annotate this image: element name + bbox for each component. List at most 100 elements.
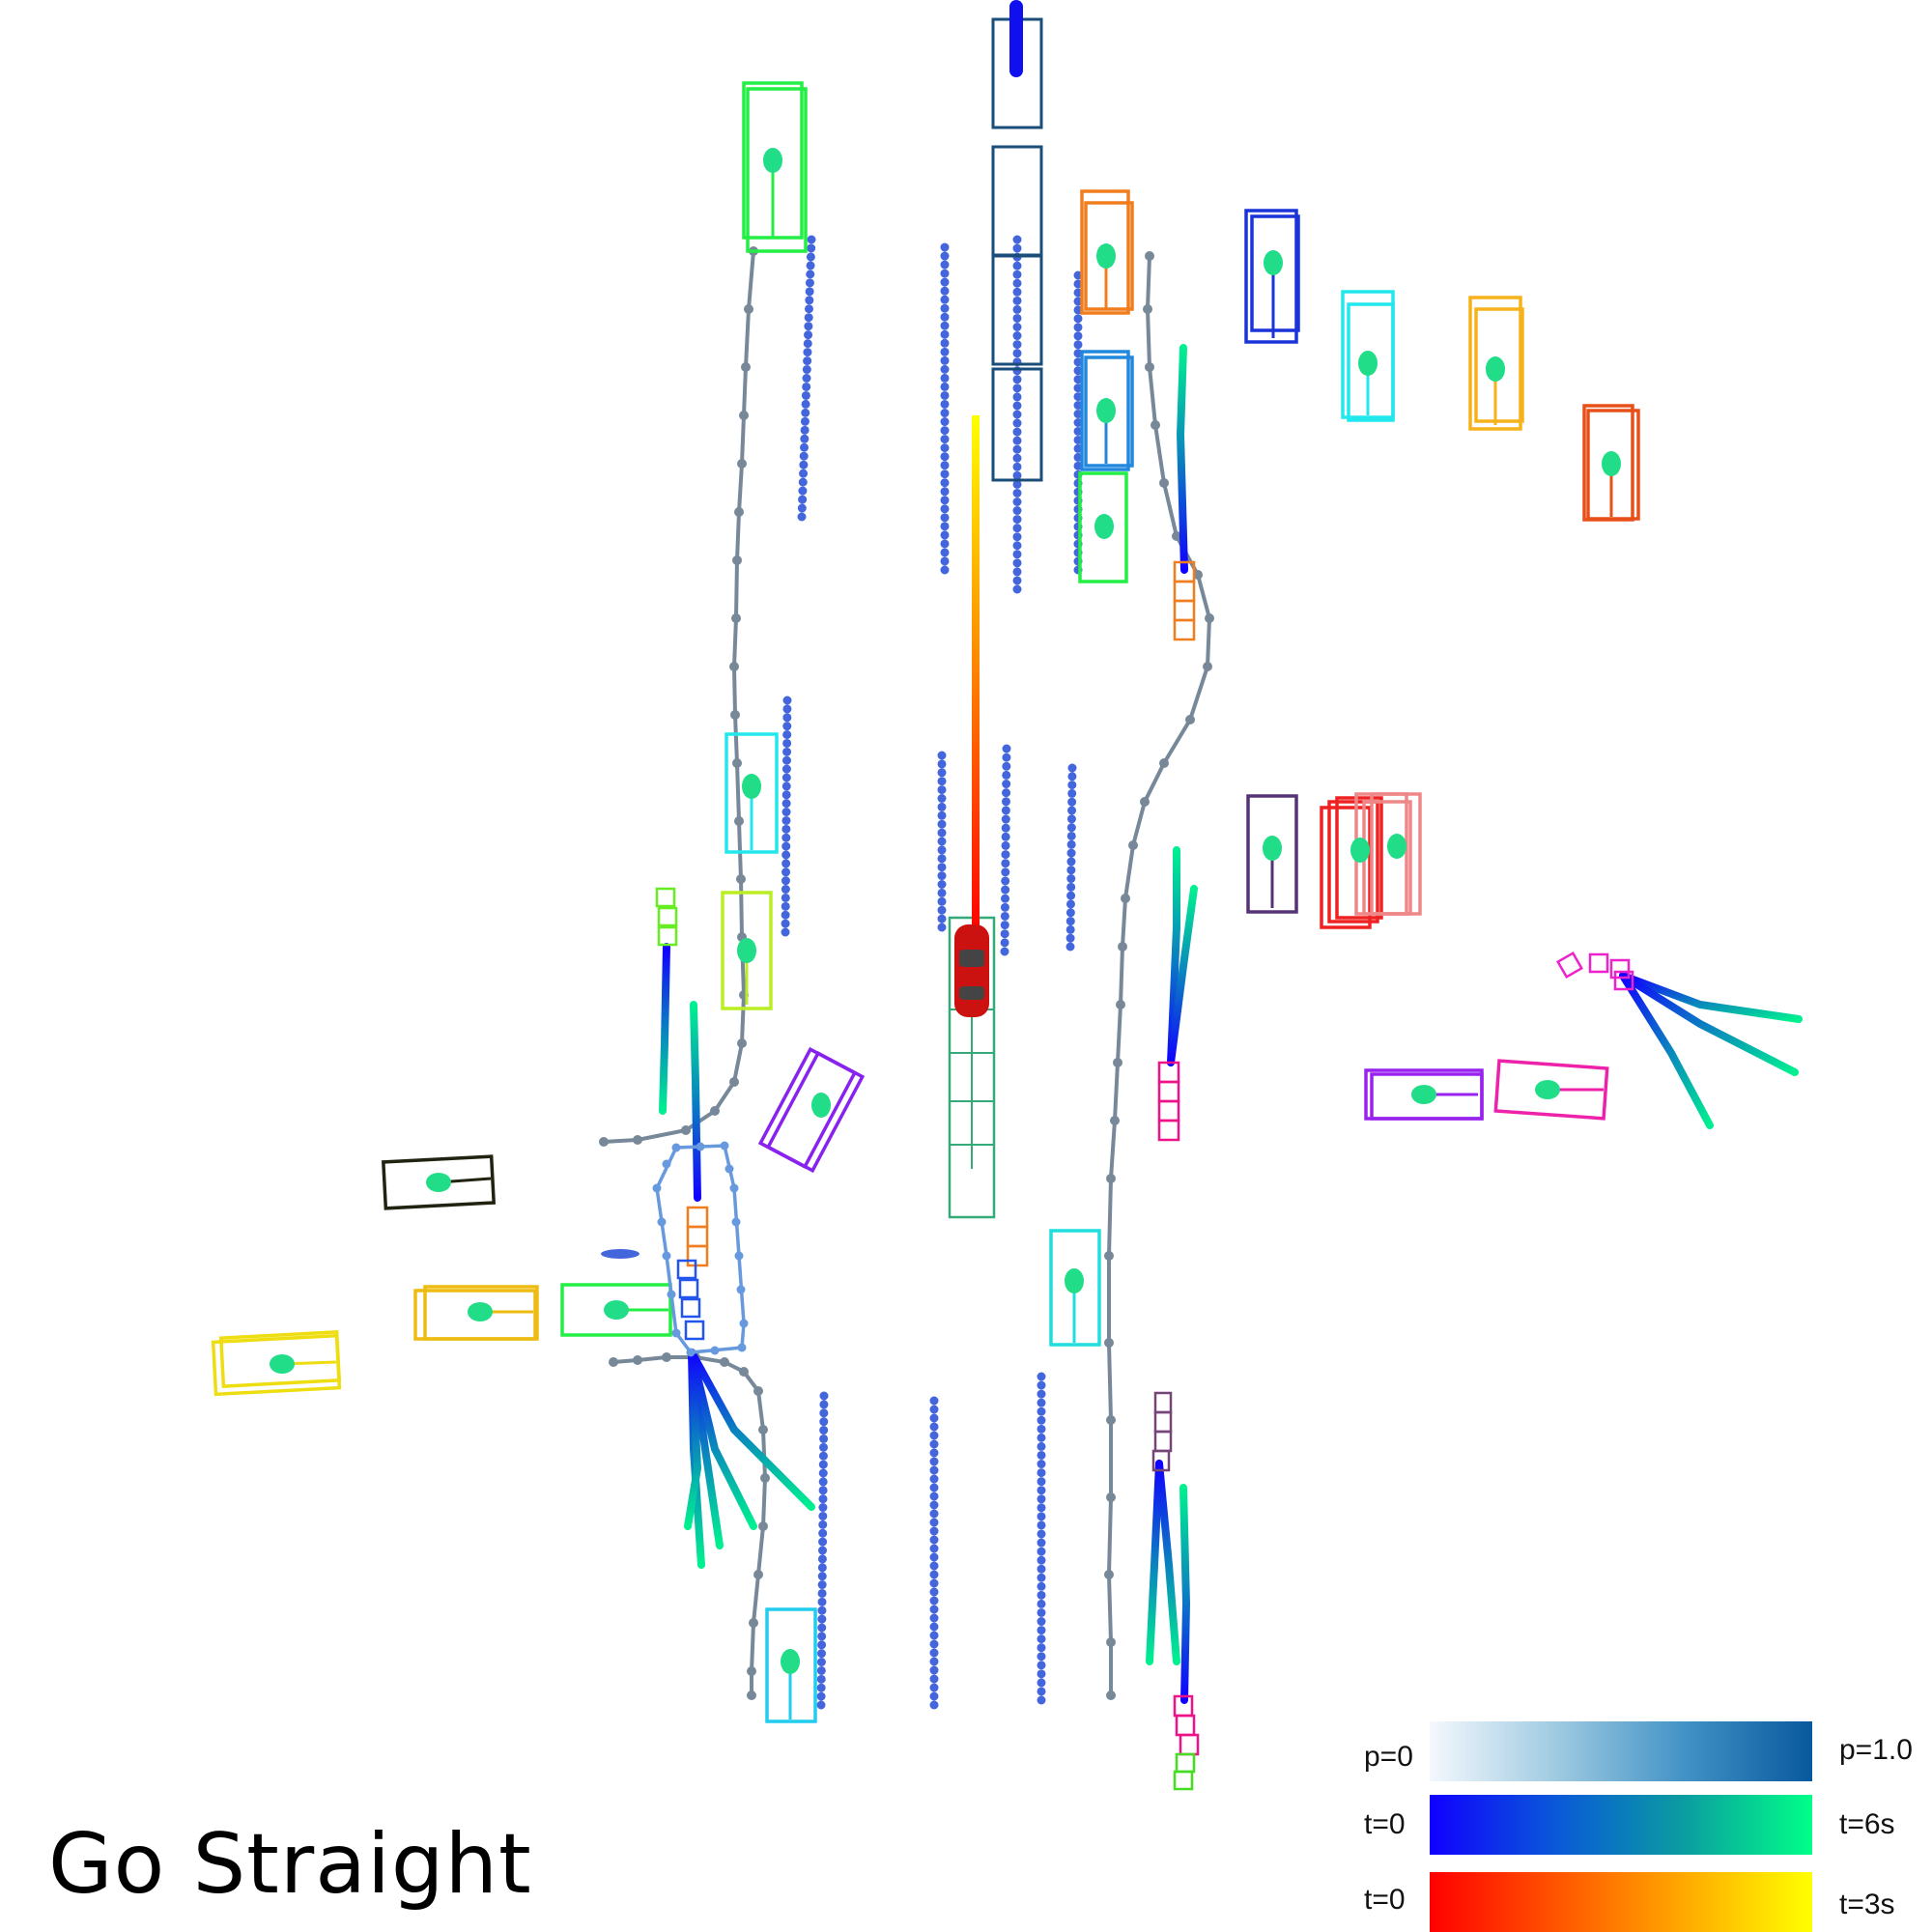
lane-point <box>797 512 807 522</box>
lane-point <box>929 1561 939 1571</box>
lane-point <box>1012 576 1022 585</box>
lane-point <box>1012 235 1022 244</box>
lane-point <box>940 277 950 287</box>
lane-point <box>940 435 950 444</box>
lane-point <box>799 460 809 469</box>
lane-point <box>940 303 950 313</box>
lane-point <box>929 1465 939 1475</box>
lane-point <box>804 313 813 323</box>
lane-point <box>800 442 809 452</box>
road-edge-point <box>734 816 744 826</box>
agent-lime-left <box>721 891 773 1010</box>
lane-point <box>940 321 950 330</box>
road-edge-point <box>734 507 744 517</box>
lane-points <box>781 235 1083 1710</box>
lane-blob <box>601 1249 639 1259</box>
lane-point <box>1073 340 1083 350</box>
lane-point <box>781 850 791 860</box>
lane-point <box>818 1511 828 1520</box>
lane-point <box>1012 506 1022 516</box>
lane-point <box>819 1391 829 1401</box>
road-edge-point <box>1104 1570 1114 1579</box>
lane-point <box>1001 885 1010 895</box>
lane-point <box>781 781 791 791</box>
lane-point <box>816 1700 826 1710</box>
lane-point <box>937 768 947 778</box>
lane-point <box>937 810 947 820</box>
agent-skyblue-bottom <box>765 1607 817 1723</box>
lane-point <box>929 1631 939 1640</box>
pedestrian-trajectories <box>659 344 1803 1704</box>
lane-point <box>1012 296 1022 305</box>
lane-point <box>1000 938 1009 948</box>
lane-point <box>817 1580 827 1590</box>
lane-point <box>1012 418 1022 428</box>
road-edge-point <box>747 1666 756 1676</box>
crosswalk-point <box>736 1285 746 1294</box>
lane-point <box>1012 470 1022 480</box>
ped-traj-8 <box>1619 972 1714 1129</box>
agent-gold-left <box>413 1285 539 1341</box>
lane-point <box>1066 866 1076 875</box>
lane-point <box>940 409 950 418</box>
road-edge-point <box>739 411 749 420</box>
road-edge-point <box>758 1425 768 1435</box>
lane-point <box>799 469 809 478</box>
lane-point <box>1067 788 1077 798</box>
ped-traj-7 <box>1619 972 1799 1076</box>
lane-point <box>816 1683 826 1692</box>
lane-point <box>929 1665 939 1675</box>
lane-point <box>1001 806 1010 815</box>
lane-point <box>818 1486 828 1495</box>
lane-point <box>818 1546 827 1555</box>
road-edge-point <box>737 459 747 469</box>
lane-point <box>816 1658 826 1667</box>
lane-point <box>1037 1494 1046 1504</box>
lane-point <box>818 1451 828 1461</box>
pedestrian-boxes <box>655 560 1634 1791</box>
ped-traj-2 <box>1167 846 1180 1066</box>
road-edge-point <box>1203 662 1212 671</box>
lane-point <box>1012 550 1022 559</box>
road-edge-point <box>730 710 740 720</box>
agent-violet-right <box>1364 1068 1484 1121</box>
lane-point <box>1066 891 1076 900</box>
lane-point <box>1012 541 1022 551</box>
lane-point <box>929 1457 939 1466</box>
crosswalk-point <box>720 1141 729 1151</box>
road-edge-point <box>662 1352 671 1362</box>
road-edge-point <box>1145 251 1154 261</box>
road-edge-point <box>1145 362 1154 372</box>
lane-point <box>798 486 808 496</box>
lane-point <box>937 863 947 872</box>
lane-point <box>1037 1520 1046 1530</box>
lane-point <box>1012 479 1022 489</box>
ped-box-magenta-2 <box>1555 951 1634 991</box>
road-edge-point <box>747 1690 756 1700</box>
lane-point <box>1012 304 1022 314</box>
lane-point <box>940 496 950 505</box>
road-edge-point <box>737 1038 747 1048</box>
lane-point <box>781 859 791 868</box>
lane-point <box>940 373 950 383</box>
road-edge-point <box>1172 531 1181 541</box>
crosswalk-point <box>737 1343 747 1352</box>
lane-point <box>1012 278 1022 288</box>
lane-point <box>940 417 950 427</box>
lane-point <box>1001 876 1010 886</box>
road-edge-point <box>1151 420 1160 430</box>
crosswalk-point <box>671 1143 681 1152</box>
lane-point <box>940 329 950 339</box>
lane-point <box>1066 882 1076 892</box>
lane-point <box>1067 763 1077 773</box>
lane-point <box>816 1691 826 1701</box>
lane-point <box>929 1596 939 1605</box>
lane-point <box>819 1426 829 1435</box>
lane-point <box>1037 1398 1046 1407</box>
ped-traj-11 <box>688 1349 757 1530</box>
road-edge-point <box>1128 840 1138 850</box>
lane-point <box>1012 444 1022 454</box>
lane-point <box>929 1639 939 1649</box>
lane-point <box>940 487 950 497</box>
lane-point <box>1012 515 1022 525</box>
